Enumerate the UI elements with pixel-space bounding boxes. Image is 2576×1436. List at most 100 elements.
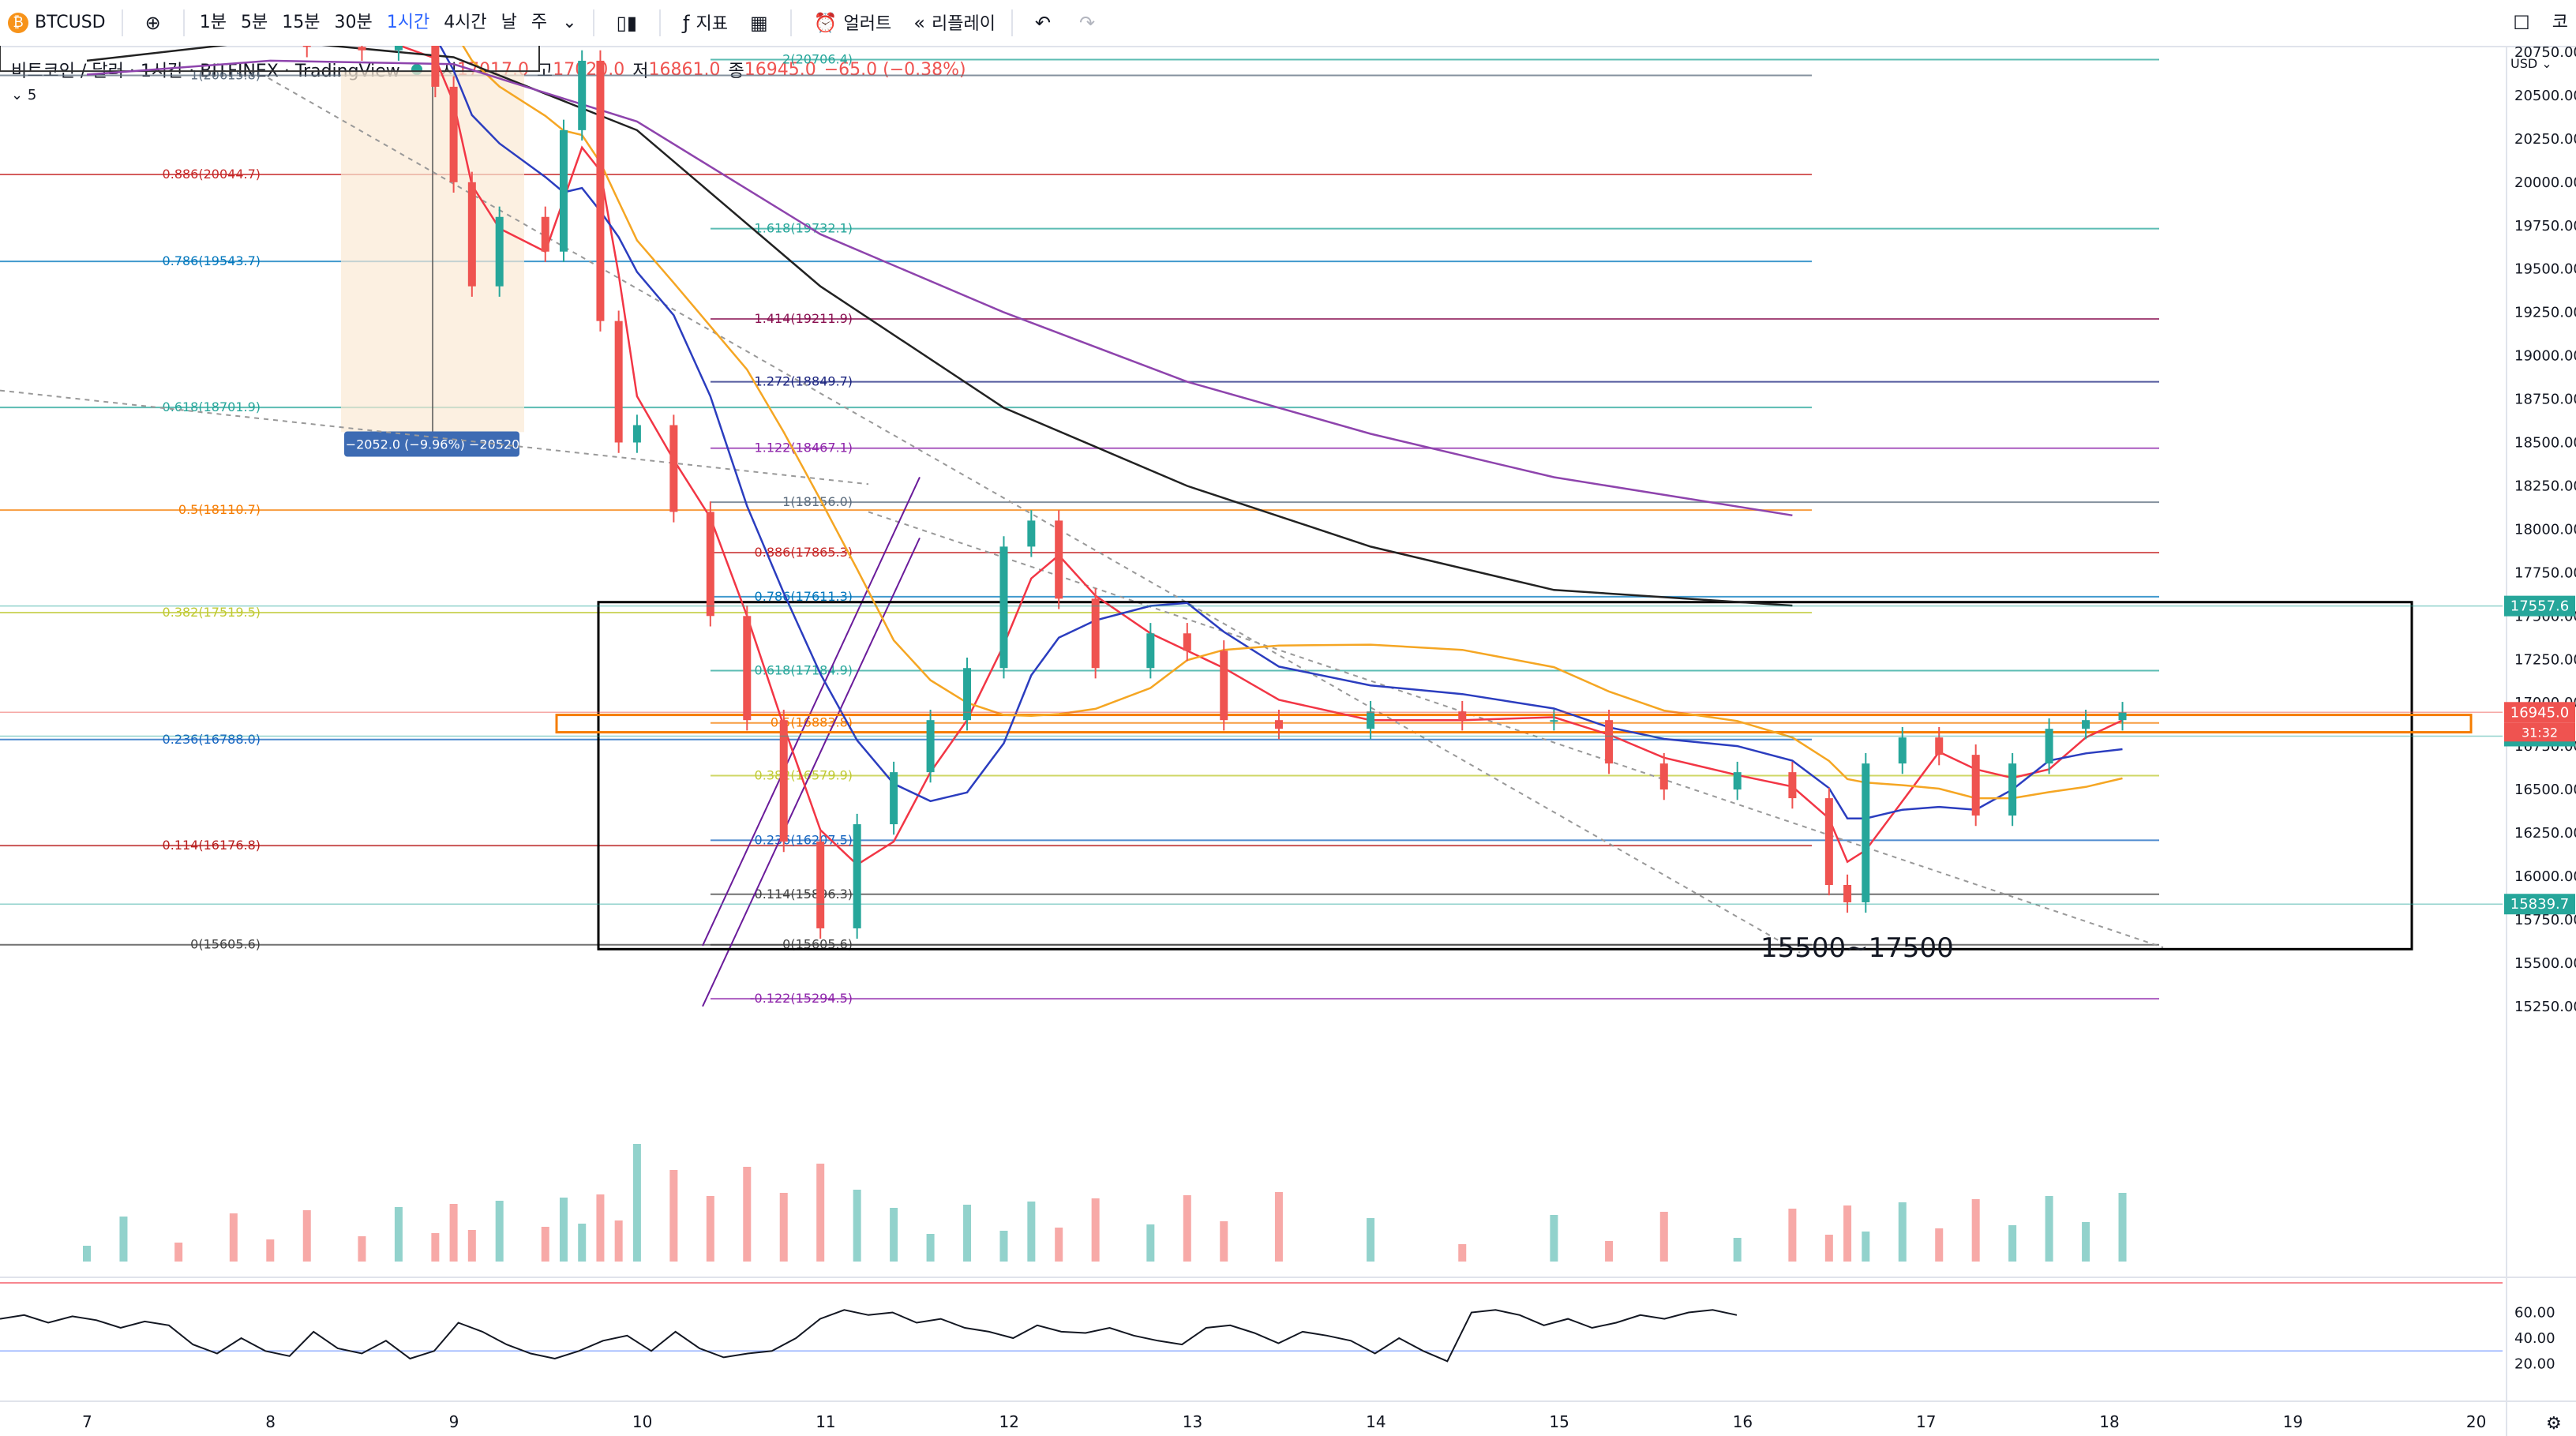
interval-6[interactable]: 날 bbox=[501, 13, 517, 32]
candle-body bbox=[853, 824, 861, 928]
fib-label-lower: 2(20706.4) bbox=[782, 52, 853, 67]
fib-label-lower: -0.122(15294.5) bbox=[750, 991, 853, 1006]
volume-bar bbox=[1458, 1244, 1467, 1262]
volume-bar bbox=[632, 1144, 641, 1262]
candle-body bbox=[706, 512, 714, 617]
volume-bar bbox=[2008, 1225, 2017, 1262]
toolbar-divider bbox=[1011, 9, 1013, 36]
interval-4[interactable]: 1시간 bbox=[386, 13, 430, 32]
replay-button[interactable]: « 리플레이 bbox=[899, 0, 1003, 46]
candle-body bbox=[963, 668, 972, 721]
candle-body bbox=[358, 47, 366, 51]
volume-bar bbox=[1027, 1202, 1036, 1262]
channel-line bbox=[702, 477, 921, 947]
x-tick-label: 20 bbox=[2466, 1412, 2486, 1431]
y-tick-label: 19500.00 bbox=[2514, 261, 2576, 278]
candle-body bbox=[1659, 763, 1668, 790]
redo-button[interactable]: ↷ bbox=[1065, 0, 1109, 46]
y-tick-label: 16500.00 bbox=[2514, 782, 2576, 798]
toolbar-divider bbox=[121, 9, 123, 36]
fib-label-lower: 0.382(16579.9) bbox=[755, 768, 853, 783]
candle-body bbox=[1788, 772, 1797, 799]
fib-label-lower: 0.886(17865.3) bbox=[755, 545, 853, 560]
ema-mid-line bbox=[439, 46, 2123, 819]
candle-body bbox=[596, 60, 605, 321]
indicator-count-chip[interactable]: ⌄ 5 bbox=[11, 87, 36, 103]
currency-label: USD ⌄ bbox=[2510, 56, 2552, 71]
interval-7[interactable]: 주 bbox=[531, 13, 548, 32]
candle-body bbox=[614, 321, 623, 443]
range-box bbox=[597, 601, 2413, 950]
candle-body bbox=[779, 720, 788, 842]
trend-line-dashed bbox=[0, 389, 869, 486]
volume-bar bbox=[174, 1243, 183, 1262]
candle-body bbox=[1935, 737, 1944, 755]
y-tick-label: 18750.00 bbox=[2514, 392, 2576, 408]
volume-bar bbox=[1659, 1212, 1668, 1262]
undo-button[interactable]: ↶ bbox=[1021, 0, 1065, 46]
templates-button[interactable]: ▦ bbox=[736, 0, 782, 46]
candle-body bbox=[1220, 651, 1228, 721]
volume-bar bbox=[2118, 1193, 2127, 1262]
volume-bar bbox=[963, 1205, 972, 1262]
volume-bar bbox=[1183, 1195, 1191, 1262]
x-tick-label: 10 bbox=[632, 1412, 652, 1431]
candle-body bbox=[1367, 711, 1375, 729]
volume-bar bbox=[559, 1198, 568, 1262]
volume-bar bbox=[706, 1196, 714, 1262]
volume-bar bbox=[1550, 1215, 1558, 1262]
fullscreen-button[interactable]: ☐ bbox=[2499, 0, 2544, 46]
fib-label-lower: 1.272(18849.7) bbox=[755, 374, 853, 389]
chevron-down-icon: ⌄ bbox=[11, 87, 28, 103]
candle-body bbox=[2118, 712, 2127, 721]
y-tick-label: 16000.00 bbox=[2514, 868, 2576, 885]
volume-bar bbox=[1788, 1209, 1797, 1262]
x-tick-label: 11 bbox=[816, 1412, 835, 1431]
x-tick-label: 8 bbox=[265, 1412, 276, 1431]
volume-bar bbox=[1824, 1235, 1833, 1262]
symbol-search[interactable]: ₿ BTCUSD bbox=[0, 0, 114, 46]
interval-2[interactable]: 15분 bbox=[282, 13, 321, 32]
indicators-button[interactable]: ƒ 지표 bbox=[669, 0, 736, 46]
fib-label-lower: 0.236(16207.5) bbox=[755, 832, 853, 847]
y-tick-label: 18250.00 bbox=[2514, 478, 2576, 494]
candle-body bbox=[1862, 763, 1870, 902]
interval-0[interactable]: 1분 bbox=[199, 13, 227, 32]
fib-label-upper: 0.618(18701.9) bbox=[163, 399, 261, 414]
interval-3[interactable]: 30분 bbox=[334, 13, 373, 32]
candle-body bbox=[1146, 633, 1155, 669]
candle-body bbox=[1971, 755, 1980, 816]
candle-body bbox=[302, 46, 311, 47]
x-tick-label: 15 bbox=[1549, 1412, 1569, 1431]
alert-button[interactable]: ⏰ 얼러트 bbox=[800, 0, 900, 46]
volume-bar bbox=[779, 1193, 788, 1262]
interval-1[interactable]: 5분 bbox=[240, 13, 268, 32]
fib-label-upper: 0.382(17519.5) bbox=[163, 605, 261, 620]
chart-canvas[interactable]: USD ⌄15250.0015500.0015750.0016000.00162… bbox=[0, 46, 2576, 1436]
indicators-icon: ƒ bbox=[683, 12, 690, 34]
chart-type-button[interactable]: ▯▮ bbox=[602, 0, 651, 46]
volume-bar bbox=[495, 1201, 504, 1262]
osc-tick-label: 40.00 bbox=[2514, 1330, 2555, 1347]
alarm-clock-icon: ⏰ bbox=[813, 12, 838, 34]
volume-bar bbox=[614, 1220, 623, 1262]
toolbar-right-label: 코 bbox=[2552, 13, 2568, 32]
candle-body bbox=[1605, 720, 1614, 764]
fib-label-upper: 0(15605.6) bbox=[190, 937, 261, 952]
x-tick-label: 17 bbox=[1916, 1412, 1936, 1431]
price-marker-label: 15839.7 bbox=[2510, 896, 2569, 913]
toolbar-divider bbox=[592, 9, 594, 36]
interval-dropdown[interactable]: ⌄ bbox=[562, 13, 577, 32]
candle-body bbox=[1843, 884, 1852, 902]
volume-bar bbox=[999, 1231, 1008, 1262]
compare-add-button[interactable]: ⊕ bbox=[131, 0, 175, 46]
interval-5[interactable]: 4시간 bbox=[444, 13, 487, 32]
volume-bar bbox=[2082, 1222, 2090, 1262]
x-tick-label: 13 bbox=[1183, 1412, 1202, 1431]
x-tick-label: 18 bbox=[2099, 1412, 2119, 1431]
volume-bar bbox=[358, 1236, 366, 1262]
toolbar-divider bbox=[182, 9, 185, 36]
y-tick-label: 16250.00 bbox=[2514, 825, 2576, 842]
y-tick-label: 19000.00 bbox=[2514, 348, 2576, 365]
candle-body bbox=[1550, 720, 1558, 722]
